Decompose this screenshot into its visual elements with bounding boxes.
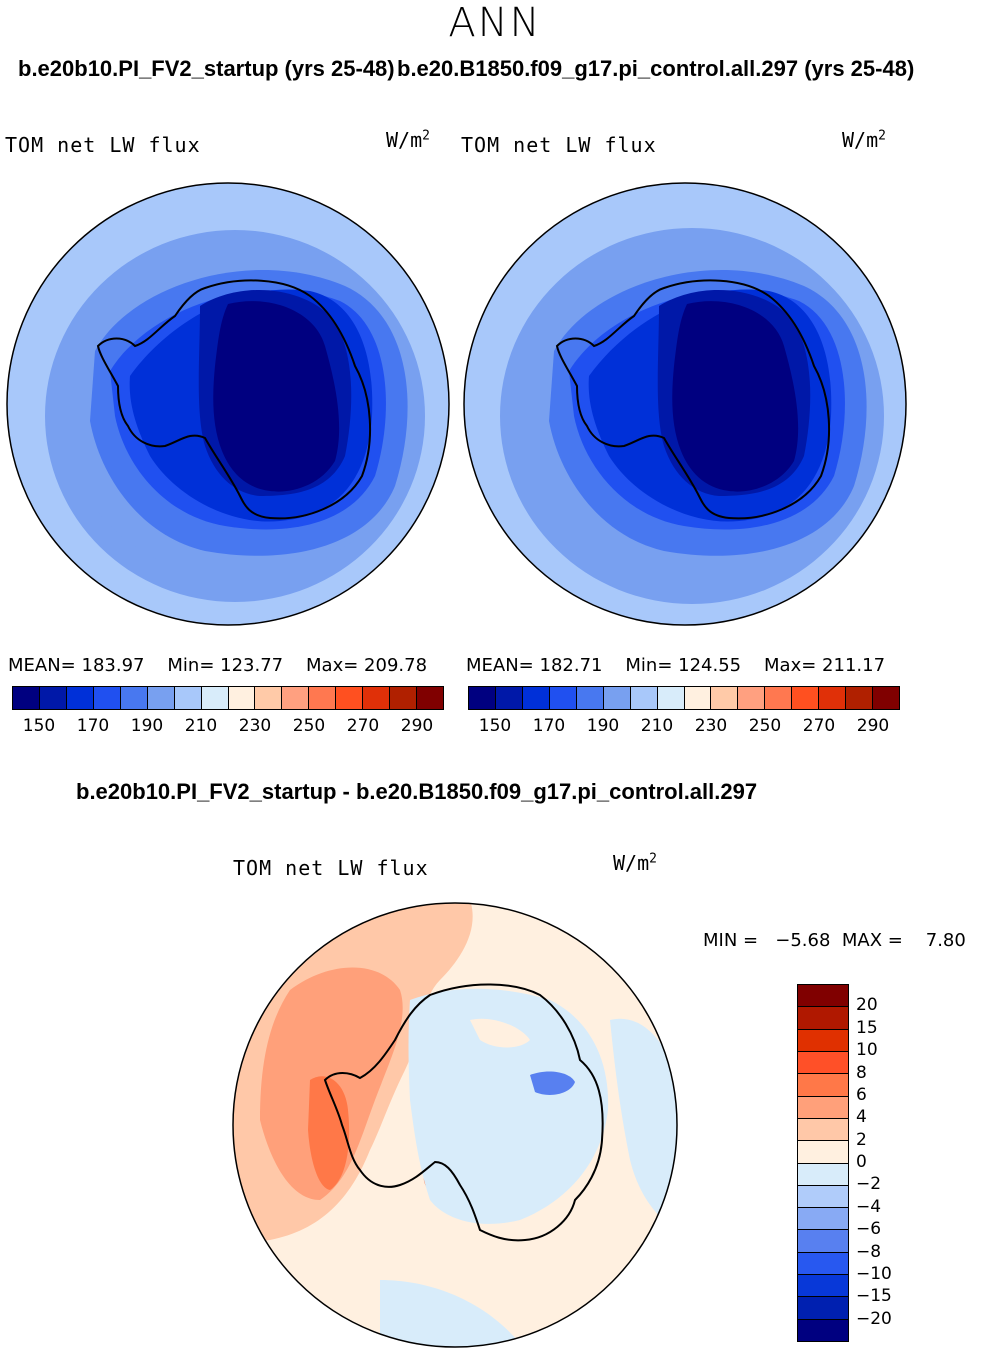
- colorbar-tick-label: 230: [694, 716, 728, 736]
- colorbar-tick-label: 8: [856, 1062, 867, 1083]
- right-case-title: b.e20.B1850.f09_g17.pi_control.all.297 (…: [397, 56, 915, 81]
- colorbar-tick-label: 170: [76, 716, 110, 736]
- colorbar-swatch: [798, 1252, 848, 1276]
- colorbar-swatch: [798, 1007, 848, 1030]
- colorbar-tick-label: 6: [856, 1084, 867, 1105]
- right-variable-label: TOM net LW flux: [461, 133, 657, 157]
- colorbar-swatch: [657, 687, 685, 709]
- colorbar-tick-label: 2: [856, 1129, 867, 1150]
- colorbar-swatch: [798, 1141, 848, 1164]
- colorbar-swatch: [147, 687, 175, 709]
- colorbar-swatch: [873, 687, 899, 709]
- diff-minmax: MIN = −5.68 MAX = 7.80: [703, 930, 966, 951]
- colorbar-swatch: [469, 687, 496, 709]
- colorbar-swatch: [798, 1096, 848, 1119]
- colorbar-swatch: [684, 687, 712, 709]
- colorbar-swatch: [576, 687, 604, 709]
- colorbar-tick-label: 210: [640, 716, 674, 736]
- colorbar-swatch: [630, 687, 658, 709]
- colorbar-tick-label: 230: [238, 716, 272, 736]
- colorbar-tick-label: −2: [856, 1174, 882, 1195]
- left-units-label: W/m2: [386, 128, 430, 152]
- colorbar-swatch: [798, 1230, 848, 1253]
- difference-polar-map: [232, 902, 678, 1348]
- colorbar-swatch: [798, 1275, 848, 1298]
- diff-variable-label: TOM net LW flux: [233, 856, 429, 880]
- left-stats: MEAN= 183.97 Min= 123.77 Max= 209.78: [8, 655, 428, 676]
- colorbar-tick-label: 250: [292, 716, 326, 736]
- difference-title: b.e20b10.PI_FV2_startup - b.e20.B1850.f0…: [76, 779, 758, 804]
- colorbar-tick-label: 270: [802, 716, 836, 736]
- left-variable-label: TOM net LW flux: [5, 133, 201, 157]
- colorbar-swatch: [93, 687, 121, 709]
- colorbar-swatch: [390, 687, 418, 709]
- colorbar-tick-label: −8: [856, 1241, 882, 1262]
- colorbar-swatch: [495, 687, 523, 709]
- colorbar-swatch: [522, 687, 550, 709]
- colorbar-swatch: [39, 687, 67, 709]
- colorbar-tick-label: 0: [856, 1152, 867, 1172]
- colorbar-swatch: [798, 985, 848, 1008]
- colorbar-swatch: [228, 687, 256, 709]
- right-polar-map: [463, 182, 907, 626]
- colorbar-tick-label: 250: [748, 716, 782, 736]
- colorbar-swatch: [711, 687, 739, 709]
- colorbar-tick-label: 4: [856, 1107, 867, 1128]
- colorbar-swatch: [201, 687, 229, 709]
- colorbar-swatch: [174, 687, 202, 709]
- colorbar-swatch: [798, 1297, 848, 1320]
- colorbar-tick-label: 10: [856, 1040, 878, 1061]
- colorbar-tick-label: −6: [856, 1219, 882, 1240]
- colorbar-swatch: [66, 687, 94, 709]
- colorbar-swatch: [798, 1163, 848, 1186]
- difference-colorbar: [797, 984, 849, 1342]
- colorbar-swatch: [798, 1319, 848, 1341]
- colorbar-tick-label: 290: [856, 716, 890, 736]
- colorbar-tick-label: 210: [184, 716, 218, 736]
- colorbar-swatch: [798, 1029, 848, 1052]
- colorbar-swatch: [13, 687, 40, 709]
- colorbar-swatch: [120, 687, 148, 709]
- colorbar-swatch: [798, 1208, 848, 1231]
- right-stats: MEAN= 182.71 Min= 124.55 Max= 211.17: [466, 655, 886, 676]
- season-title: ANN: [448, 0, 542, 46]
- left-colorbar: [12, 686, 444, 710]
- colorbar-tick-label: −10: [856, 1263, 892, 1284]
- colorbar-tick-label: 270: [346, 716, 380, 736]
- colorbar-tick-label: 150: [478, 716, 512, 736]
- colorbar-swatch: [336, 687, 364, 709]
- colorbar-swatch: [798, 1051, 848, 1075]
- colorbar-tick-label: 190: [130, 716, 164, 736]
- colorbar-tick-label: −20: [856, 1308, 892, 1329]
- colorbar-swatch: [798, 1074, 848, 1097]
- right-units-label: W/m2: [842, 128, 886, 152]
- colorbar-swatch: [363, 687, 391, 709]
- colorbar-tick-label: 15: [856, 1017, 878, 1038]
- colorbar-swatch: [792, 687, 820, 709]
- colorbar-tick-label: 150: [22, 716, 56, 736]
- left-polar-map: [6, 182, 450, 626]
- colorbar-swatch: [846, 687, 874, 709]
- colorbar-swatch: [549, 687, 577, 709]
- colorbar-tick-label: 290: [400, 716, 434, 736]
- diff-units-label: W/m2: [613, 851, 657, 875]
- colorbar-swatch: [417, 687, 443, 709]
- left-case-title: b.e20b10.PI_FV2_startup (yrs 25-48): [18, 56, 395, 81]
- colorbar-tick-label: −15: [856, 1286, 892, 1307]
- colorbar-swatch: [603, 687, 631, 709]
- colorbar-swatch: [309, 687, 337, 709]
- colorbar-swatch: [798, 1118, 848, 1142]
- colorbar-tick-label: 170: [532, 716, 566, 736]
- colorbar-swatch: [765, 687, 793, 709]
- colorbar-tick-label: −4: [856, 1196, 882, 1217]
- colorbar-swatch: [738, 687, 766, 709]
- colorbar-tick-label: 190: [586, 716, 620, 736]
- right-colorbar: [468, 686, 900, 710]
- colorbar-tick-label: 20: [856, 995, 878, 1016]
- colorbar-swatch: [282, 687, 310, 709]
- colorbar-swatch: [798, 1185, 848, 1209]
- colorbar-swatch: [255, 687, 283, 709]
- colorbar-swatch: [819, 687, 847, 709]
